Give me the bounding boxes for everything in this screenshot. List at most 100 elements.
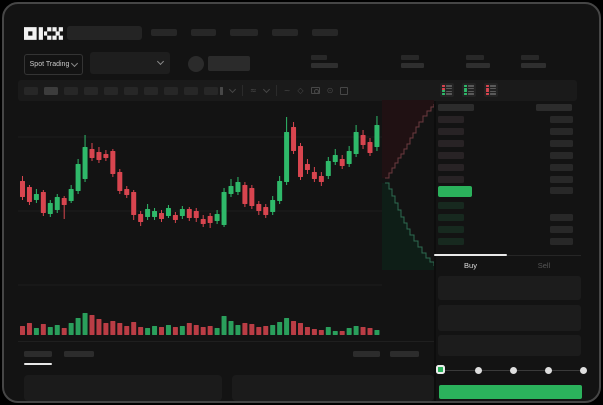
timeframe-button-7[interactable] xyxy=(164,87,178,95)
order-input-2[interactable] xyxy=(438,335,581,356)
orderbook-view-switcher xyxy=(440,83,498,97)
market-type-dropdown[interactable]: Spot Trading xyxy=(24,54,83,75)
bid-amount-2[interactable] xyxy=(550,226,573,233)
okx-logo xyxy=(24,27,63,40)
slider-stop-1[interactable] xyxy=(475,367,482,374)
ask-price-1[interactable] xyxy=(438,128,464,135)
candle-type-icon[interactable] xyxy=(220,86,223,95)
bottom-action-0[interactable] xyxy=(353,351,380,357)
settings-gear-icon[interactable]: ⊙ xyxy=(326,86,334,95)
bottom-panel-0[interactable] xyxy=(24,375,222,401)
book-asks-only-icon[interactable] xyxy=(484,83,498,97)
search-input[interactable] xyxy=(67,26,142,40)
chevron-down-icon[interactable] xyxy=(262,85,270,94)
submit-order-button[interactable] xyxy=(439,385,582,399)
ask-amount-5[interactable] xyxy=(550,176,573,183)
book-row-glyph xyxy=(486,87,496,90)
last-row-amount[interactable] xyxy=(550,187,573,194)
bottom-active-tab-underline xyxy=(24,363,52,365)
bid-price-3[interactable] xyxy=(438,238,464,245)
nav-item-2[interactable] xyxy=(230,29,258,36)
fullscreen-icon[interactable] xyxy=(340,86,349,95)
ask-price-4[interactable] xyxy=(438,164,464,171)
active-tab-indicator xyxy=(434,254,507,256)
bid-price-2[interactable] xyxy=(438,226,464,233)
timeframe-button-1[interactable] xyxy=(44,87,58,95)
bid-price-1[interactable] xyxy=(438,214,464,221)
stat-value xyxy=(521,63,546,68)
tick xyxy=(464,87,467,90)
timeframe-button-5[interactable] xyxy=(124,87,138,95)
chevron-down-icon[interactable] xyxy=(228,85,237,94)
slider-stop-3[interactable] xyxy=(545,367,552,374)
bottom-panel-1[interactable] xyxy=(232,375,434,401)
bottom-divider xyxy=(18,341,434,342)
ask-amount-1[interactable] xyxy=(550,128,573,135)
timeframe-button-0[interactable] xyxy=(24,87,38,95)
bid-amount-3[interactable] xyxy=(550,238,573,245)
tick xyxy=(486,87,489,90)
ask-price-5[interactable] xyxy=(438,176,464,183)
book-row-glyph xyxy=(464,85,474,87)
line xyxy=(468,90,474,93)
bid-price-0[interactable] xyxy=(438,202,464,209)
timeframe-button-3[interactable] xyxy=(84,87,98,95)
line-tool-icon[interactable]: ~ xyxy=(283,86,291,95)
line xyxy=(446,93,452,95)
ask-price-3[interactable] xyxy=(438,152,464,159)
bid-amount-1[interactable] xyxy=(550,214,573,221)
header-action-button[interactable] xyxy=(208,56,250,71)
nav-item-0[interactable] xyxy=(151,29,177,36)
tab-buy[interactable]: Buy xyxy=(464,261,477,270)
slider-stop-2[interactable] xyxy=(510,367,517,374)
tick xyxy=(442,92,445,95)
candlestick-chart[interactable] xyxy=(18,100,382,296)
line xyxy=(468,93,474,95)
timeframe-button-8[interactable] xyxy=(184,87,198,95)
ask-amount-3[interactable] xyxy=(550,152,573,159)
amount-slider-handle[interactable] xyxy=(436,365,445,374)
stat-label xyxy=(311,55,327,60)
stat-value xyxy=(466,63,490,68)
nav-item-3[interactable] xyxy=(272,29,298,36)
ask-amount-4[interactable] xyxy=(550,164,573,171)
book-row-glyph xyxy=(442,90,452,93)
timeframe-button-4[interactable] xyxy=(104,87,118,95)
volume-chart xyxy=(20,313,380,335)
timeframe-button-9[interactable] xyxy=(204,87,218,95)
bottom-tab-0[interactable] xyxy=(24,351,52,357)
tick xyxy=(442,87,445,90)
book-both-sides-icon[interactable] xyxy=(440,83,454,97)
pair-selector-dropdown[interactable] xyxy=(90,52,170,74)
bottom-tab-1[interactable] xyxy=(64,351,94,357)
tab-sell[interactable]: Sell xyxy=(537,261,551,270)
ask-amount-2[interactable] xyxy=(550,140,573,147)
tick xyxy=(486,90,489,93)
line xyxy=(446,85,452,87)
book-row-glyph xyxy=(464,87,474,90)
brand-text: OKX xyxy=(4,4,5,5)
slider-stop-4[interactable] xyxy=(580,367,587,374)
timeframe-button-6[interactable] xyxy=(144,87,158,95)
book-row-glyph xyxy=(464,92,474,95)
bottom-action-1[interactable] xyxy=(390,351,419,357)
ask-price-0[interactable] xyxy=(438,116,464,123)
book-header-amount[interactable] xyxy=(536,104,572,111)
order-input-1[interactable] xyxy=(438,305,581,331)
coin-avatar[interactable] xyxy=(188,56,204,72)
tick xyxy=(464,92,467,95)
draw-tool-icon[interactable]: ◇ xyxy=(297,86,304,95)
book-header-price[interactable] xyxy=(438,104,474,111)
timeframe-row xyxy=(24,87,218,95)
ask-amount-0[interactable] xyxy=(550,116,573,123)
ask-price-2[interactable] xyxy=(438,140,464,147)
last-price-badge[interactable] xyxy=(438,186,472,197)
camera-icon[interactable] xyxy=(310,87,320,94)
book-bids-only-icon[interactable] xyxy=(462,83,476,97)
indicator-icon[interactable]: ≈ xyxy=(250,86,257,95)
nav-item-4[interactable] xyxy=(312,29,338,36)
order-input-0[interactable] xyxy=(438,276,581,300)
timeframe-button-2[interactable] xyxy=(64,87,78,95)
ticker-stat-0 xyxy=(311,55,338,68)
nav-item-1[interactable] xyxy=(191,29,216,36)
